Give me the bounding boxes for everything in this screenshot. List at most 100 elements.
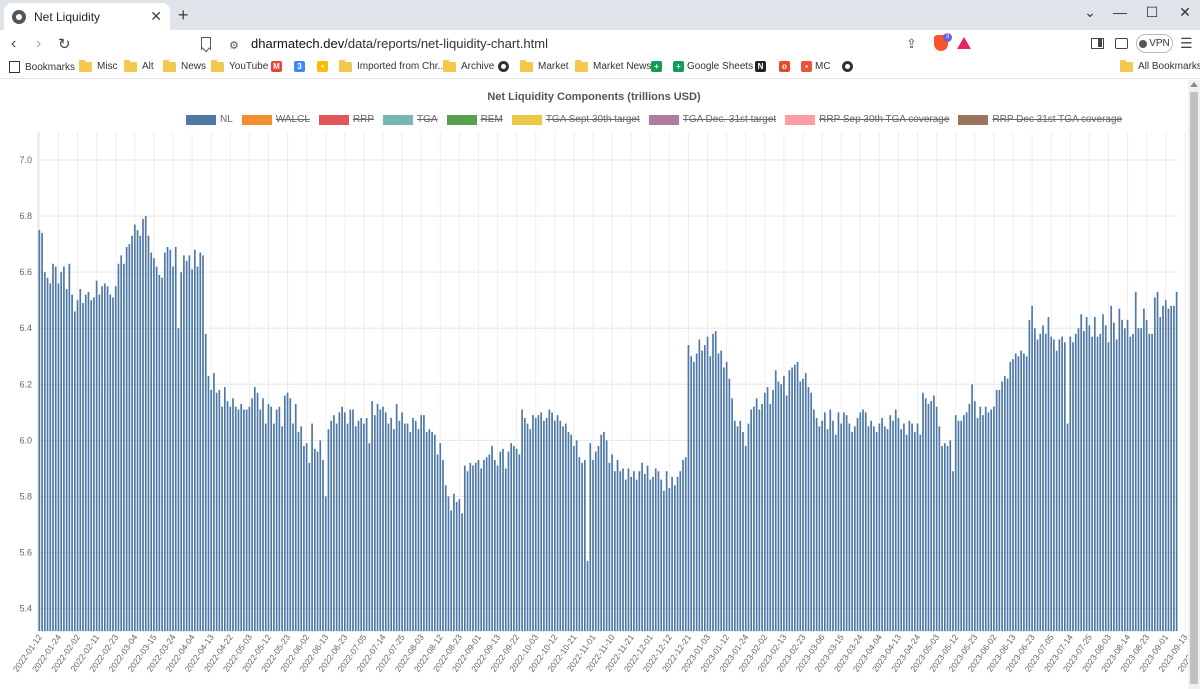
nl-bar[interactable] — [750, 409, 753, 631]
new-tab-button[interactable]: + — [178, 5, 189, 25]
nl-bar[interactable] — [1115, 339, 1118, 631]
nl-bar[interactable] — [409, 431, 412, 631]
nl-bar[interactable] — [900, 429, 903, 631]
nl-bar[interactable] — [783, 375, 785, 631]
nl-bar[interactable] — [619, 471, 622, 631]
nl-bar[interactable] — [379, 409, 382, 631]
nl-bar[interactable] — [935, 406, 938, 631]
nl-bar[interactable] — [597, 445, 600, 631]
nl-bar[interactable] — [559, 420, 562, 631]
nl-bar[interactable] — [1012, 359, 1014, 631]
nl-bar[interactable] — [758, 409, 761, 631]
nl-bar[interactable] — [1023, 353, 1025, 631]
nl-bar[interactable] — [1126, 319, 1129, 631]
site-settings-icon[interactable]: ⚙ — [229, 40, 239, 52]
nl-bar[interactable] — [63, 266, 65, 631]
nl-bar[interactable] — [635, 479, 638, 631]
nl-bar[interactable] — [499, 451, 502, 631]
nl-bar[interactable] — [504, 468, 507, 631]
vpn-button[interactable]: VPN — [1136, 34, 1173, 53]
nl-bar[interactable] — [755, 398, 758, 631]
nl-bar[interactable] — [766, 387, 769, 631]
nl-bar[interactable] — [1001, 381, 1003, 632]
nl-bar[interactable] — [202, 255, 204, 631]
nl-bar[interactable] — [518, 454, 521, 631]
nl-bar[interactable] — [769, 403, 772, 631]
nl-bar[interactable] — [253, 387, 256, 631]
nl-bar[interactable] — [832, 420, 834, 631]
nl-bar[interactable] — [101, 286, 103, 631]
nl-bar[interactable] — [270, 406, 273, 631]
nl-bar[interactable] — [311, 423, 313, 631]
nl-bar[interactable] — [583, 459, 586, 631]
nl-bar[interactable] — [433, 434, 436, 631]
nl-bar[interactable] — [1091, 336, 1093, 631]
nl-bar[interactable] — [543, 420, 545, 631]
nl-bar[interactable] — [747, 423, 750, 631]
nl-bar[interactable] — [491, 445, 493, 631]
nl-bar[interactable] — [545, 417, 548, 631]
nl-bar[interactable] — [984, 406, 987, 631]
nl-bar[interactable] — [49, 283, 52, 631]
nl-bar[interactable] — [733, 420, 736, 631]
nl-bar[interactable] — [229, 406, 232, 631]
bookmark-market-news[interactable]: Market News — [575, 59, 651, 72]
nl-bar[interactable] — [513, 445, 515, 631]
nl-bar[interactable] — [968, 403, 971, 631]
nl-bar[interactable] — [1072, 342, 1074, 631]
nl-bar[interactable] — [365, 417, 368, 631]
nl-bar[interactable] — [281, 426, 283, 631]
nl-bar[interactable] — [551, 412, 553, 631]
nl-bar[interactable] — [256, 392, 259, 631]
nl-bar[interactable] — [1036, 339, 1039, 631]
nl-bar[interactable] — [829, 409, 832, 631]
nl-bar[interactable] — [1175, 291, 1178, 631]
nl-bar[interactable] — [417, 429, 420, 631]
bookmark-archive[interactable]: Archive — [443, 59, 494, 72]
nl-bar[interactable] — [774, 370, 777, 631]
nl-bar[interactable] — [878, 423, 881, 631]
nl-bar[interactable] — [643, 474, 646, 631]
nl-bar[interactable] — [218, 389, 221, 631]
nl-bar[interactable] — [1110, 305, 1113, 631]
nl-bar[interactable] — [965, 412, 968, 631]
nl-bar[interactable] — [534, 417, 537, 631]
nl-bar[interactable] — [976, 417, 979, 631]
tab-search-chevron-icon[interactable]: ⌄ — [1084, 4, 1096, 20]
nl-bar[interactable] — [106, 286, 109, 631]
nl-bar[interactable] — [133, 224, 136, 631]
nl-bar[interactable] — [232, 398, 234, 631]
nl-bar[interactable] — [84, 294, 87, 631]
nl-bar[interactable] — [676, 476, 679, 631]
nl-bar[interactable] — [338, 412, 341, 631]
nl-bar[interactable] — [463, 465, 466, 631]
nl-bar[interactable] — [1118, 308, 1121, 631]
nl-bar[interactable] — [941, 445, 943, 631]
nl-bar[interactable] — [316, 451, 319, 631]
minimize-button[interactable]: — — [1113, 4, 1127, 20]
nl-bar[interactable] — [1151, 333, 1153, 631]
nl-bar[interactable] — [1162, 305, 1164, 631]
legend-item-tga-sept-30th-target[interactable]: TGA Sept 30th target — [511, 114, 640, 125]
nl-bar[interactable] — [1134, 291, 1137, 631]
nl-bar[interactable] — [573, 445, 575, 631]
nl-bar[interactable] — [155, 266, 158, 631]
nl-bar[interactable] — [575, 440, 578, 631]
nl-bar[interactable] — [343, 412, 346, 631]
nl-bar[interactable] — [210, 389, 213, 631]
nl-bar[interactable] — [458, 499, 461, 631]
nl-bar[interactable] — [390, 417, 393, 631]
nl-bar[interactable] — [804, 373, 807, 631]
nl-bar[interactable] — [853, 426, 856, 631]
nl-bar[interactable] — [98, 294, 101, 631]
nl-bar[interactable] — [608, 462, 611, 631]
nl-bar[interactable] — [406, 423, 409, 631]
nl-bar[interactable] — [913, 431, 916, 631]
nl-bar[interactable] — [586, 560, 589, 631]
nl-bar[interactable] — [987, 412, 990, 631]
nl-bar[interactable] — [1017, 356, 1020, 631]
nl-bar[interactable] — [1028, 319, 1031, 631]
scrollbar-thumb[interactable] — [1190, 92, 1198, 684]
nl-bar[interactable] — [684, 457, 687, 631]
nl-bar[interactable] — [289, 398, 292, 631]
